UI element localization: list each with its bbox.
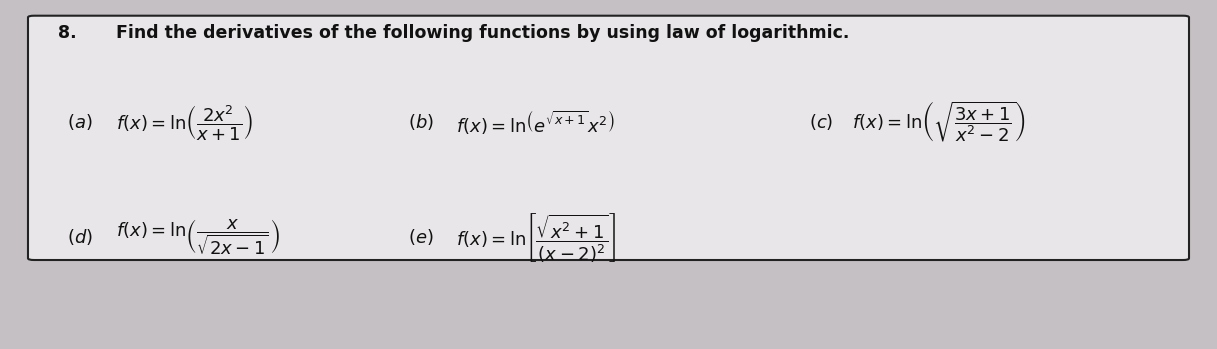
Text: $f(x) = \ln\!\left[\dfrac{\sqrt{x^2+1}}{(x-2)^2}\right]$: $f(x) = \ln\!\left[\dfrac{\sqrt{x^2+1}}{…	[456, 211, 617, 264]
Text: $(e)$: $(e)$	[408, 227, 433, 247]
Text: 8.: 8.	[58, 24, 77, 43]
Text: $(a)$: $(a)$	[67, 112, 92, 132]
Text: $(c)$: $(c)$	[809, 112, 834, 132]
Text: $(b)$: $(b)$	[408, 112, 433, 132]
Text: Find the derivatives of the following functions by using law of logarithmic.: Find the derivatives of the following fu…	[116, 24, 849, 43]
Text: $(d)$: $(d)$	[67, 227, 92, 247]
Text: $f(x) = \ln\!\left(e^{\sqrt{x+1}}x^{2}\right)$: $f(x) = \ln\!\left(e^{\sqrt{x+1}}x^{2}\r…	[456, 108, 615, 136]
Text: $f(x) = \ln\!\left(\sqrt{\dfrac{3x+1}{x^2-2}}\right)$: $f(x) = \ln\!\left(\sqrt{\dfrac{3x+1}{x^…	[852, 100, 1026, 144]
FancyBboxPatch shape	[28, 16, 1189, 260]
Text: $f(x) = \ln\!\left(\dfrac{2x^2}{x+1}\right)$: $f(x) = \ln\!\left(\dfrac{2x^2}{x+1}\rig…	[116, 103, 253, 142]
Text: $f(x) = \ln\!\left(\dfrac{x}{\sqrt{2x-1}}\right)$: $f(x) = \ln\!\left(\dfrac{x}{\sqrt{2x-1}…	[116, 217, 280, 257]
